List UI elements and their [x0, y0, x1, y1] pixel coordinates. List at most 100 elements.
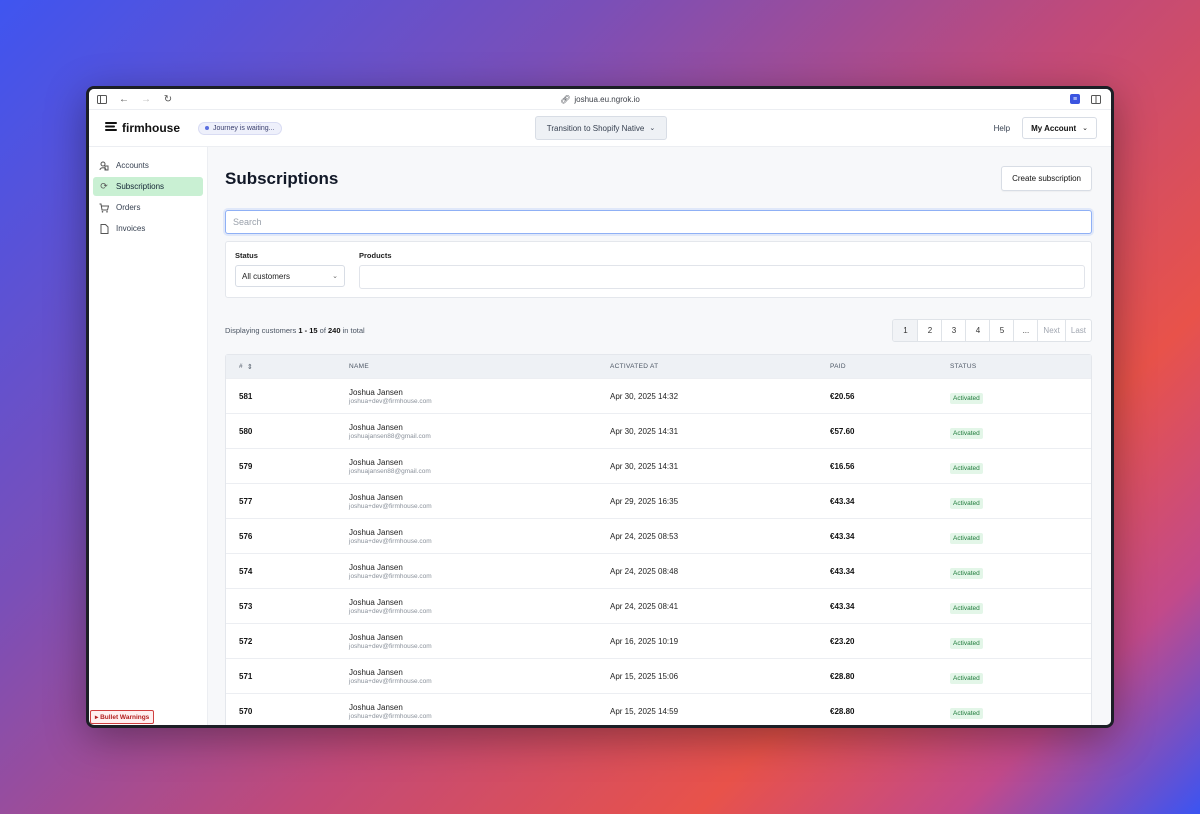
page-4-button[interactable]: 4	[965, 320, 989, 341]
customer-cell: Joshua Jansen joshua+dev@firmhouse.com	[349, 633, 610, 650]
logo-mark-icon	[105, 121, 117, 135]
sidebar-item-invoices[interactable]: Invoices	[93, 219, 203, 238]
status-select[interactable]: All customers ⌄	[235, 265, 345, 287]
reload-icon[interactable]: ↻	[163, 93, 173, 105]
help-link[interactable]: Help	[993, 123, 1011, 133]
customer-cell: Joshua Jansen joshua+dev@firmhouse.com	[349, 668, 610, 685]
status-badge: Activated	[950, 568, 983, 579]
status-cell: Activated	[950, 457, 1091, 475]
activated-at: Apr 24, 2025 08:48	[610, 566, 679, 576]
customer-email: joshua+dev@firmhouse.com	[349, 572, 432, 580]
customer-name: Joshua Jansen	[349, 492, 403, 502]
paid-amount: €57.60	[830, 426, 855, 436]
filters-panel: Status All customers ⌄ Products	[225, 241, 1092, 298]
extension-icon[interactable]: ≡	[1070, 94, 1080, 104]
products-filter-label: Products	[359, 251, 392, 260]
customer-name: Joshua Jansen	[349, 667, 403, 677]
paid-amount: €43.34	[830, 496, 855, 506]
subscription-id: 570	[239, 706, 253, 716]
column-status-header: STATUS	[950, 363, 977, 370]
customer-email: joshuajansen88@gmail.com	[349, 432, 431, 440]
table-row[interactable]: 572 Joshua Jansen joshua+dev@firmhouse.c…	[226, 623, 1091, 658]
forward-arrow-icon[interactable]: →	[141, 93, 151, 105]
status-cell: Activated	[950, 387, 1091, 405]
sort-icon[interactable]: ⇕	[246, 363, 254, 371]
table-row[interactable]: 571 Joshua Jansen joshua+dev@firmhouse.c…	[226, 658, 1091, 693]
activated-at: Apr 30, 2025 14:31	[610, 461, 679, 471]
column-id-header[interactable]: # ⇕	[226, 363, 349, 371]
next-page-button[interactable]: Next	[1037, 320, 1064, 341]
create-subscription-button[interactable]: Create subscription	[1001, 166, 1092, 191]
customer-cell: Joshua Jansen joshua+dev@firmhouse.com	[349, 598, 610, 615]
customer-email: joshua+dev@firmhouse.com	[349, 397, 432, 405]
cart-icon	[99, 203, 109, 213]
summary-total: 240	[328, 326, 341, 335]
search-input[interactable]: Search	[225, 210, 1092, 234]
activated-at: Apr 30, 2025 14:32	[610, 391, 679, 401]
table-row[interactable]: 576 Joshua Jansen joshua+dev@firmhouse.c…	[226, 518, 1091, 553]
products-input[interactable]	[359, 265, 1085, 289]
my-account-button[interactable]: My Account ⌄	[1022, 117, 1097, 139]
column-id-label: #	[239, 363, 243, 370]
customer-email: joshua+dev@firmhouse.com	[349, 712, 432, 720]
paid-amount: €16.56	[830, 461, 855, 471]
table-row[interactable]: 579 Joshua Jansen joshuajansen88@gmail.c…	[226, 448, 1091, 483]
back-arrow-icon[interactable]: ←	[119, 93, 129, 105]
customer-cell: Joshua Jansen joshuajansen88@gmail.com	[349, 458, 610, 475]
bullet-warnings-button[interactable]: ▸ Bullet Warnings	[90, 710, 155, 724]
journey-status-badge: Journey is waiting...	[198, 121, 282, 135]
status-badge: Activated	[950, 673, 983, 684]
sidebar-item-subscriptions[interactable]: ⟳ Subscriptions	[93, 177, 203, 196]
sidebar-toggle-icon[interactable]	[96, 93, 108, 105]
column-paid-header: PAID	[830, 363, 846, 370]
page-1-button[interactable]: 1	[893, 320, 918, 341]
customer-email: joshuajansen88@gmail.com	[349, 467, 431, 475]
address-bar[interactable]: 🔗︎ joshua.eu.ngrok.io	[560, 95, 640, 104]
activated-at: Apr 15, 2025 15:06	[610, 671, 679, 681]
column-activated-header: ACTIVATED AT	[610, 363, 659, 370]
split-view-icon[interactable]	[1090, 93, 1102, 105]
link-icon: 🔗︎	[560, 94, 571, 104]
paid-amount: €43.34	[830, 531, 855, 541]
sidebar-item-label: Accounts	[116, 161, 149, 170]
table-row[interactable]: 570 Joshua Jansen joshua+dev@firmhouse.c…	[226, 693, 1091, 725]
customer-name: Joshua Jansen	[349, 527, 403, 537]
subscription-id: 581	[239, 391, 253, 401]
logo[interactable]: firmhouse	[105, 121, 180, 135]
brand-name: firmhouse	[122, 121, 181, 135]
status-dot-icon	[205, 126, 210, 130]
status-cell: Activated	[950, 527, 1091, 545]
customer-email: joshua+dev@firmhouse.com	[349, 677, 432, 685]
app-header: firmhouse Journey is waiting... Transiti…	[89, 110, 1111, 147]
status-badge: Activated	[950, 428, 983, 439]
sidebar-item-accounts[interactable]: Accounts	[93, 156, 203, 175]
status-cell: Activated	[950, 702, 1091, 720]
browser-toolbar: ← → ↻ 🔗︎ joshua.eu.ngrok.io ≡	[89, 89, 1111, 110]
page-3-button[interactable]: 3	[941, 320, 965, 341]
page-5-button[interactable]: 5	[989, 320, 1013, 341]
sidebar-item-orders[interactable]: Orders	[93, 198, 203, 217]
customer-cell: Joshua Jansen joshuajansen88@gmail.com	[349, 423, 610, 440]
table-row[interactable]: 577 Joshua Jansen joshua+dev@firmhouse.c…	[226, 483, 1091, 518]
table-row[interactable]: 581 Joshua Jansen joshua+dev@firmhouse.c…	[226, 378, 1091, 413]
page-2-button[interactable]: 2	[917, 320, 941, 341]
customer-email: joshua+dev@firmhouse.com	[349, 502, 432, 510]
transition-dropdown-button[interactable]: Transition to Shopify Native ⌄	[535, 116, 667, 140]
table-row[interactable]: 574 Joshua Jansen joshua+dev@firmhouse.c…	[226, 553, 1091, 588]
subscription-id: 576	[239, 531, 253, 541]
customer-cell: Joshua Jansen joshua+dev@firmhouse.com	[349, 493, 610, 510]
table-row[interactable]: 580 Joshua Jansen joshuajansen88@gmail.c…	[226, 413, 1091, 448]
customer-cell: Joshua Jansen joshua+dev@firmhouse.com	[349, 528, 610, 545]
sidebar-item-label: Orders	[116, 203, 141, 212]
pagination: 1 2 3 4 5 ... Next Last	[892, 319, 1092, 342]
sidebar-item-label: Subscriptions	[116, 182, 165, 191]
customer-email: joshua+dev@firmhouse.com	[349, 607, 432, 615]
last-page-button[interactable]: Last	[1064, 320, 1091, 341]
status-cell: Activated	[950, 422, 1091, 440]
status-badge: Activated	[950, 708, 983, 719]
subscription-id: 580	[239, 426, 253, 436]
journey-status-text: Journey is waiting...	[213, 124, 275, 132]
table-row[interactable]: 573 Joshua Jansen joshua+dev@firmhouse.c…	[226, 588, 1091, 623]
browser-window: ← → ↻ 🔗︎ joshua.eu.ngrok.io ≡ firmhouse …	[86, 86, 1114, 728]
customer-cell: Joshua Jansen joshua+dev@firmhouse.com	[349, 563, 610, 580]
